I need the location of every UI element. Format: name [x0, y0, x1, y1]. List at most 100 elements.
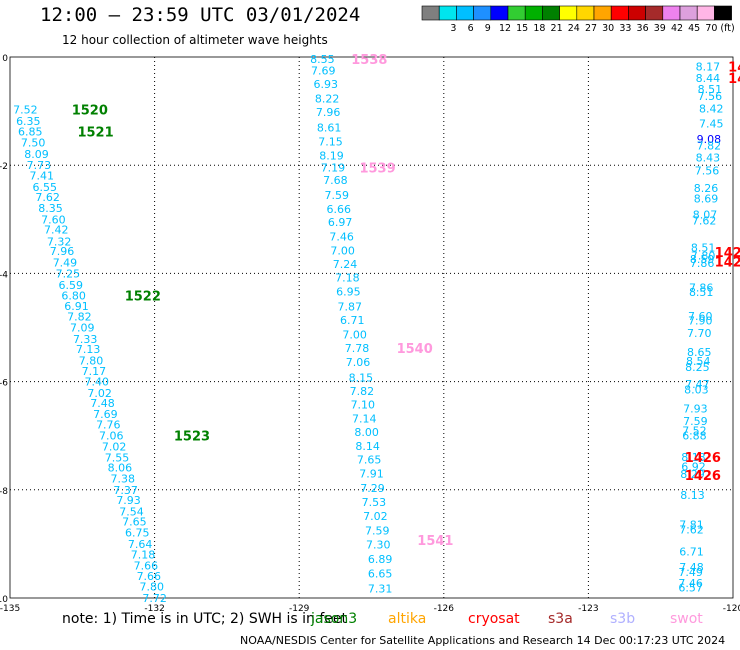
- pass-time-label: 1541: [417, 534, 453, 549]
- wave-height-value: 7.02: [102, 441, 127, 454]
- wave-height-value: 8.00: [354, 426, 379, 439]
- wave-height-value: 7.02: [363, 510, 388, 523]
- wave-height-value: 7.45: [699, 118, 724, 131]
- wave-height-value: 7.19: [321, 161, 346, 174]
- pass-time-label: 1520: [72, 103, 108, 118]
- wave-height-value: 7.37: [113, 484, 138, 497]
- wave-height-value: 7.46: [329, 231, 354, 244]
- color-legend: 3 6 9 12 15 18 21 24 27 30 33 36 39 42 45 70 (ft): [421, 5, 735, 34]
- plot-frame: [9, 56, 734, 599]
- legend-tick-label: 30: [602, 23, 614, 34]
- wave-height-value: 7.65: [122, 516, 147, 529]
- wave-height-value: 7.48: [679, 561, 704, 574]
- wave-height-value: 7.13: [76, 343, 101, 356]
- wave-height-value: 6.92: [681, 461, 706, 474]
- wave-height-value: 7.02: [87, 387, 112, 400]
- pass-time-label: 1521: [77, 126, 113, 141]
- wave-height-value: 7.33: [73, 333, 98, 346]
- wave-height-value: 8.25: [685, 361, 710, 374]
- x-tick-label: -135: [0, 604, 20, 614]
- wave-height-value: 7.81: [679, 518, 704, 531]
- wave-height-value: 6.80: [61, 290, 86, 303]
- wave-height-value: 7.90: [688, 314, 713, 327]
- wave-height-value: 7.54: [119, 505, 144, 518]
- pass-time-label: 1426: [685, 469, 721, 484]
- wave-height-value: 7.62: [679, 523, 704, 536]
- note-text: note: 1) Time is in UTC; 2) SWH is in fe…: [62, 611, 348, 627]
- wave-height-value: 7.40: [85, 376, 110, 389]
- legend-tick-label: 70: [705, 23, 717, 34]
- wave-height-value: 9.08: [697, 133, 722, 146]
- wave-height-value: 7.69: [93, 408, 118, 421]
- wave-height-value: 7.52: [682, 424, 707, 437]
- y-tick-label: 0: [2, 54, 8, 64]
- wave-height-value: 8.55: [310, 53, 335, 66]
- wave-height-value: 7.59: [683, 415, 708, 428]
- y-tick-label: -4: [0, 270, 8, 280]
- chart-subtitle: 12 hour collection of altimeter wave hei…: [62, 33, 328, 47]
- wave-height-value: 7.65: [357, 454, 382, 467]
- pass-time-label: 1539: [359, 161, 395, 176]
- wave-height-value: 7.73: [27, 159, 52, 172]
- wave-height-value: 7.76: [96, 418, 121, 431]
- wave-height-value: 8.14: [355, 440, 380, 453]
- wave-height-value: 7.42: [44, 224, 69, 237]
- pass-time-label: 1426: [685, 451, 721, 466]
- legend-tick-label: 9: [485, 23, 491, 34]
- wave-height-value: 7.50: [21, 136, 46, 149]
- pass-time-label: 1523: [174, 430, 210, 445]
- wave-height-value: 8.15: [349, 371, 374, 384]
- legend-tick-label: 36: [637, 23, 649, 34]
- wave-height-value: 8.03: [684, 384, 709, 397]
- chart-title: 12:00 – 23:59 UTC 03/01/2024: [40, 4, 361, 26]
- wave-height-value: 6.59: [58, 279, 83, 292]
- wave-height-value: 7.53: [362, 496, 387, 509]
- wave-height-value: 7.09: [70, 322, 95, 335]
- wave-height-value: 7.82: [67, 311, 92, 324]
- wave-height-value: 7.59: [325, 189, 350, 202]
- satellite-swot-label: swot: [670, 611, 703, 627]
- wave-height-value: 7.48: [90, 397, 115, 410]
- satellite-s3b-label: s3b: [610, 611, 636, 627]
- wave-height-value: 7.41: [30, 169, 55, 182]
- wave-height-value: 7.59: [365, 524, 390, 537]
- pass-time-label: 1425: [715, 255, 740, 270]
- wave-height-value: 7.47: [685, 378, 710, 391]
- wave-height-value: 7.68: [323, 174, 348, 187]
- wave-height-value: 7.60: [41, 213, 66, 226]
- wave-height-value: 7.96: [50, 245, 75, 258]
- wave-height-value: 7.18: [131, 549, 156, 562]
- legend-tick-label: 33: [619, 23, 631, 34]
- wave-height-value: 7.60: [688, 310, 713, 323]
- wave-height-value: 7.80: [691, 250, 716, 263]
- pass-time-label: 14: [728, 72, 740, 87]
- wave-height-value: 7.31: [368, 582, 393, 595]
- legend-tick-label: 3: [450, 23, 456, 34]
- wave-height-value: 7.66: [137, 570, 162, 583]
- wave-height-value: 7.06: [99, 430, 124, 443]
- wave-height-value: 8.22: [315, 93, 340, 106]
- y-tick-label: -10: [0, 595, 8, 605]
- wave-height-value: 6.35: [16, 115, 41, 128]
- legend-tick-label: 6: [468, 23, 474, 34]
- legend-tick-label: 15: [516, 23, 528, 34]
- satellite-jason3-label: jason3: [311, 611, 358, 627]
- y-tick-label: -2: [0, 162, 8, 172]
- wave-height-value: 7.52: [13, 103, 38, 116]
- wave-height-value: 7.32: [47, 235, 72, 248]
- x-tick-label: -123: [578, 604, 598, 614]
- wave-height-value: 6.57: [678, 582, 703, 595]
- wave-height-value: 8.51: [691, 241, 716, 254]
- legend-tick-label: 21: [551, 23, 563, 34]
- wave-height-value: 7.49: [678, 566, 703, 579]
- wave-height-value: 8.35: [38, 202, 63, 215]
- wave-height-value: 7.00: [330, 245, 355, 258]
- wave-height-value: 6.97: [328, 216, 353, 229]
- wave-height-value: 8.42: [699, 102, 724, 115]
- wave-height-value: 7.87: [338, 300, 363, 313]
- satellite-altika-label: altika: [388, 611, 427, 627]
- wave-height-value: 8.19: [319, 149, 344, 162]
- wave-height-value: 8.44: [696, 72, 721, 85]
- wave-height-value: 7.38: [111, 472, 136, 485]
